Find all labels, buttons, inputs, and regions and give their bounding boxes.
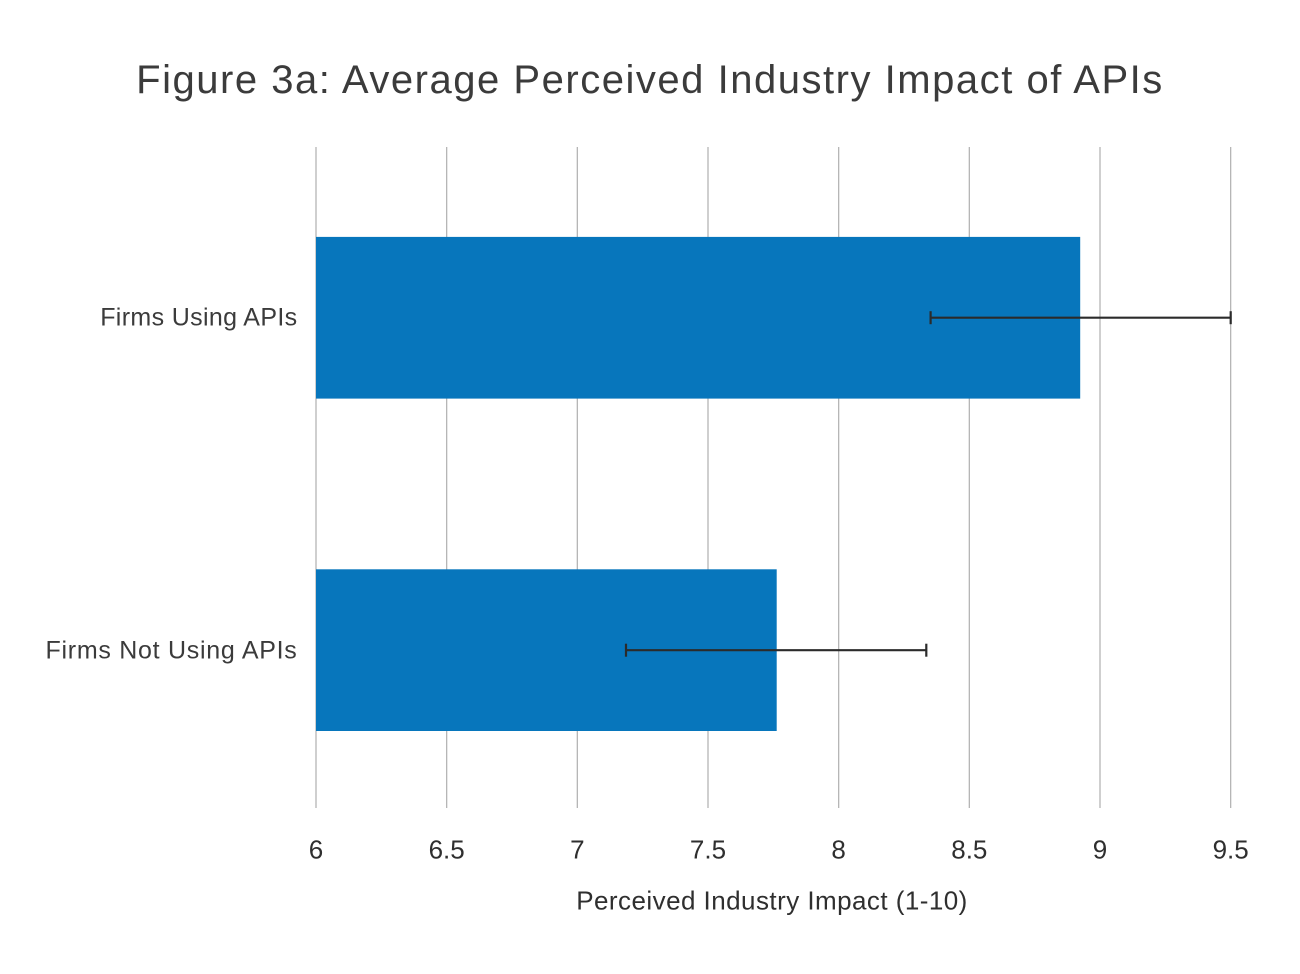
svg-text:7.5: 7.5 xyxy=(690,835,726,865)
svg-text:Firms Not Using APIs: Firms Not Using APIs xyxy=(46,637,298,665)
svg-text:7: 7 xyxy=(570,835,584,865)
svg-text:Firms Using APIs: Firms Using APIs xyxy=(100,304,297,332)
svg-text:8: 8 xyxy=(831,835,845,865)
svg-text:Perceived Industry Impact (1-1: Perceived Industry Impact (1-10) xyxy=(576,886,968,916)
svg-text:9: 9 xyxy=(1093,835,1107,865)
svg-text:8.5: 8.5 xyxy=(951,835,987,865)
svg-text:Figure 3a: Average Perceived I: Figure 3a: Average Perceived Industry Im… xyxy=(136,58,1164,102)
svg-text:6: 6 xyxy=(309,835,323,865)
svg-text:9.5: 9.5 xyxy=(1213,835,1249,865)
svg-text:6.5: 6.5 xyxy=(429,835,465,865)
